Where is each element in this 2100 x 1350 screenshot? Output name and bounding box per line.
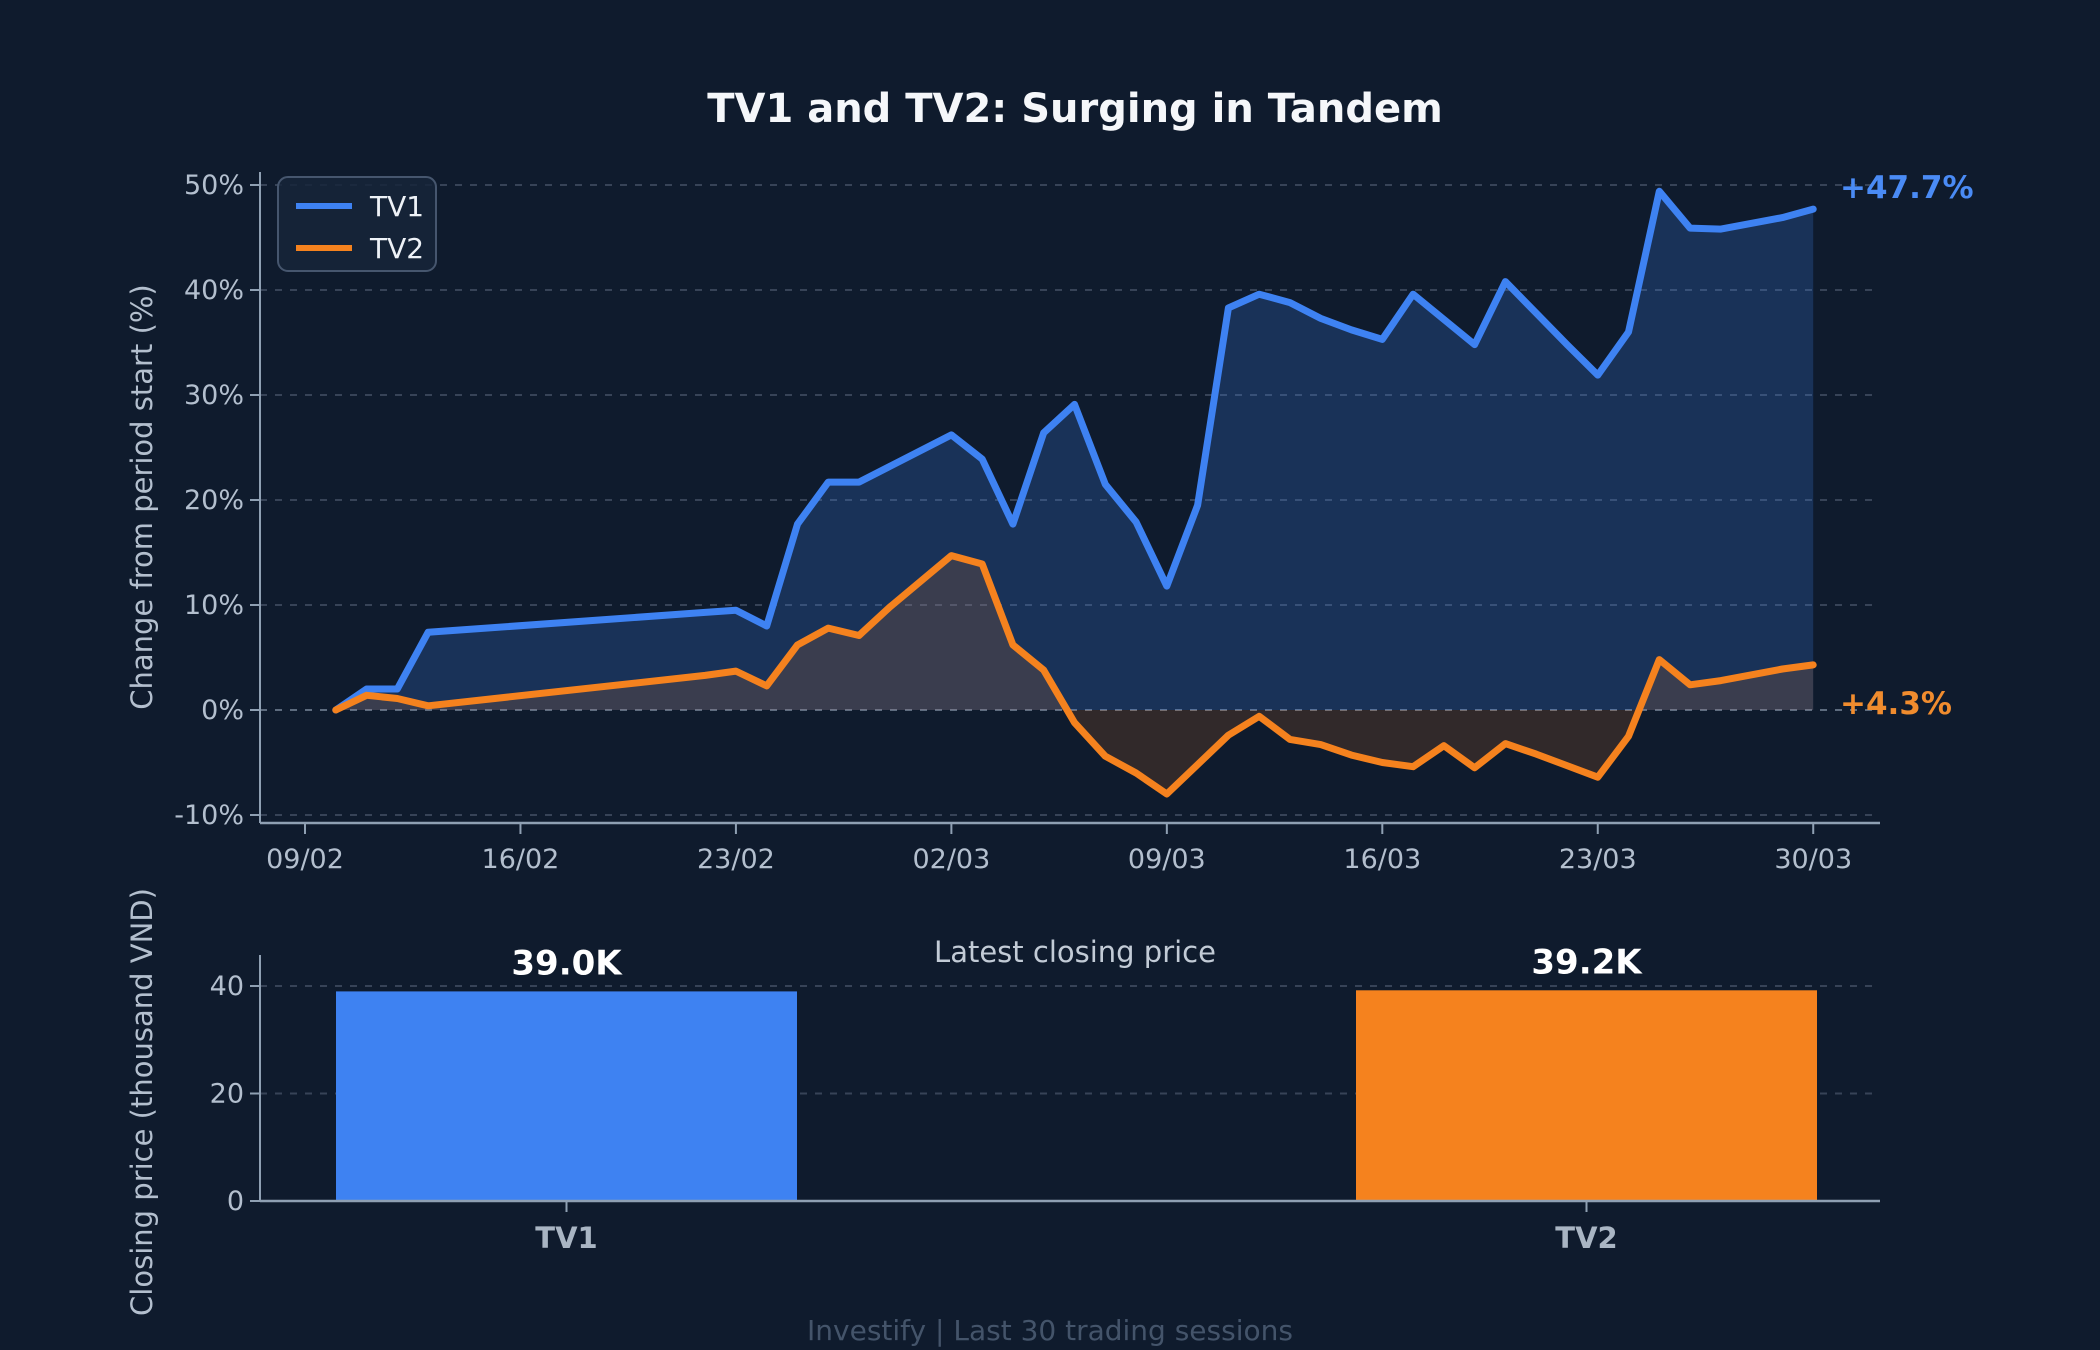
footer-caption: Investify | Last 30 trading sessions — [807, 1314, 1293, 1347]
tv2-end-value-label: +4.3% — [1840, 686, 1952, 722]
top-chart-axes: -10% 0% 10% 20% 30% 40% 50% 09/02 16/02 23/02 02/0… — [174, 170, 1880, 875]
legend-label-tv1[interactable]: TV1 — [369, 190, 424, 223]
tv1-area — [335, 191, 1814, 711]
y-tick-label: 40% — [184, 275, 244, 306]
tv2-area — [335, 555, 1814, 794]
top-y-axis-title: Change from period start (%) — [125, 284, 159, 710]
x-tick-label: 02/03 — [912, 844, 990, 875]
top-chart-series — [332, 187, 1817, 798]
tv2-line[interactable] — [332, 552, 1817, 798]
bar-tv1[interactable] — [336, 991, 797, 1201]
x-tick-label: 23/03 — [1559, 844, 1637, 875]
bar-tv2[interactable] — [1356, 990, 1817, 1201]
figure-title: TV1 and TV2: Surging in Tandem — [707, 86, 1443, 132]
y-tick-label: 0% — [201, 695, 244, 726]
legend-label-tv2[interactable]: TV2 — [369, 232, 424, 265]
y-tick-label: 40 — [210, 971, 244, 1002]
tv1-end-value-label: +47.7% — [1840, 170, 1974, 206]
x-tick-label: 09/02 — [266, 844, 344, 875]
tv1-line[interactable] — [332, 187, 1817, 714]
y-tick-label: 0 — [227, 1186, 244, 1217]
legend[interactable]: TV1 TV2 — [277, 176, 437, 272]
x-tick-label: 30/03 — [1774, 844, 1852, 875]
top-chart-grid — [260, 184, 1880, 816]
y-tick-label: 30% — [184, 380, 244, 411]
bar-value-label: 39.2K — [1531, 942, 1643, 982]
bar-value-label: 39.0K — [511, 943, 623, 983]
y-tick-label: 10% — [184, 590, 244, 621]
bar-chart-title: Latest closing price — [934, 935, 1216, 969]
y-tick-label: 20% — [184, 485, 244, 516]
bar-category-label: TV1 — [535, 1221, 597, 1255]
x-tick-label: 16/03 — [1343, 844, 1421, 875]
bar-chart-bars: 39.0K 39.2K — [336, 942, 1817, 1201]
y-tick-label: -10% — [174, 800, 244, 831]
x-tick-label: 09/03 — [1128, 844, 1206, 875]
x-tick-label: 16/02 — [482, 844, 560, 875]
bar-chart-axes: 0 20 40 TV1 TV2 — [210, 955, 1880, 1255]
y-tick-label: 20 — [210, 1079, 244, 1110]
x-tick-label: 23/02 — [697, 844, 775, 875]
y-tick-label: 50% — [184, 170, 244, 201]
bar-category-label: TV2 — [1555, 1221, 1617, 1255]
bar-y-axis-title: Closing price (thousand VND) — [125, 888, 159, 1316]
